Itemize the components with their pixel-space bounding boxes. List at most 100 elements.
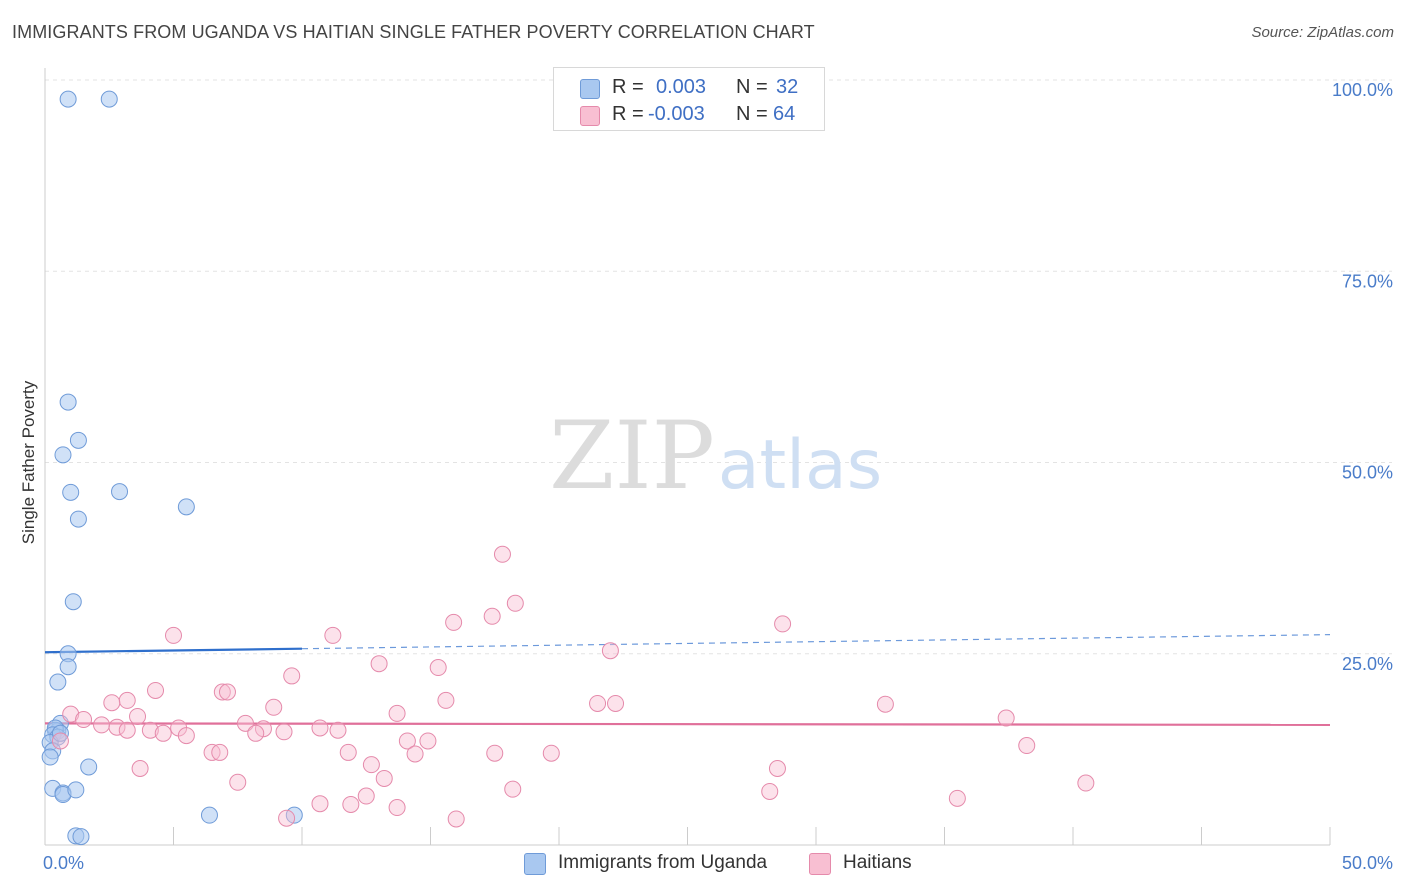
haitians-point: [265, 698, 283, 716]
stats-legend: R = 0.003 N = 32 R = -0.003 N = 64: [553, 67, 825, 131]
uganda-point: [59, 90, 77, 108]
haitians-point: [118, 721, 136, 739]
haitians-point: [506, 594, 524, 612]
uganda-point: [67, 781, 85, 799]
haitians-point: [429, 659, 447, 677]
grid-layer: [45, 79, 1392, 655]
haitians-point: [141, 721, 159, 739]
haitians-swatch: [580, 106, 600, 126]
y-tick-label: 25.0%: [1342, 654, 1393, 674]
uganda-point: [200, 806, 218, 824]
y-tick-label: 75.0%: [1342, 271, 1393, 291]
haitians-point: [504, 780, 522, 798]
legend-row-uganda: R = 0.003 N = 32: [554, 74, 824, 100]
haitians-point: [761, 782, 779, 800]
haitians-point: [283, 667, 301, 685]
haitians-point: [62, 705, 80, 723]
r-label: R =: [612, 103, 644, 125]
haitians-point: [213, 683, 231, 701]
haitians-point: [601, 642, 619, 660]
haitians-point: [398, 732, 416, 750]
y-tick-label: 100.0%: [1332, 80, 1393, 100]
haitians-point: [388, 799, 406, 817]
uganda-trend-dashed: [301, 634, 1331, 650]
haitians-point: [486, 744, 504, 762]
haitians-point: [774, 615, 792, 633]
uganda-point: [59, 393, 77, 411]
haitians-point: [103, 694, 121, 712]
points-layer: [41, 90, 1095, 846]
uganda-point: [54, 446, 72, 464]
uganda-point: [62, 483, 80, 501]
x-tick-label-min: 0.0%: [43, 853, 84, 873]
haitians-point: [357, 787, 375, 805]
haitians-point: [93, 716, 111, 734]
haitians-point: [177, 727, 195, 745]
haitians-n-value: 64: [773, 103, 796, 125]
haitians-point: [131, 760, 149, 777]
haitians-point: [437, 691, 455, 709]
haitians-point: [375, 769, 393, 787]
uganda-trend-solid: [44, 647, 303, 654]
y-tick-label: 50.0%: [1342, 463, 1393, 483]
trend-layer: [44, 634, 1331, 726]
haitians-point: [388, 704, 406, 722]
haitians-point: [1018, 737, 1036, 755]
haitians-point: [589, 694, 607, 712]
axes-layer: [44, 68, 1331, 846]
haitians-point: [447, 810, 465, 828]
n-label: N =: [736, 76, 768, 98]
x-tick-label-max: 50.0%: [1342, 853, 1393, 873]
haitians-point: [247, 724, 265, 742]
haitians-point: [75, 711, 93, 729]
haitians-point: [483, 607, 501, 625]
haitians-trend-solid: [44, 722, 1331, 726]
haitians-point: [406, 745, 424, 763]
uganda-legend-swatch: [524, 853, 546, 875]
haitians-point: [147, 681, 165, 699]
uganda-r-value: 0.003: [656, 76, 707, 98]
haitians-point: [311, 795, 329, 813]
y-axis-title: Single Father Poverty: [19, 380, 38, 544]
haitians-point: [154, 724, 172, 742]
haitians-point: [607, 694, 625, 712]
uganda-point: [49, 673, 67, 691]
haitians-point: [342, 795, 360, 813]
uganda-point: [72, 828, 90, 846]
haitians-r-value: -0.003: [648, 103, 705, 125]
haitians-point: [370, 655, 388, 673]
watermark-zip: ZIP: [549, 402, 715, 511]
haitians-point: [445, 613, 463, 631]
haitians-point: [311, 719, 329, 737]
haitians-point: [275, 723, 293, 741]
haitians-point: [165, 626, 182, 644]
haitians-point: [108, 718, 126, 736]
haitians-point: [339, 743, 357, 761]
n-label: N =: [736, 103, 768, 125]
haitians-point: [997, 709, 1015, 727]
uganda-point: [111, 483, 129, 501]
watermark-atlas: atlas: [718, 426, 882, 505]
haitians-point: [419, 732, 437, 750]
haitians-point: [329, 721, 347, 739]
haitians-point: [362, 756, 380, 774]
haitians-point: [118, 691, 136, 709]
uganda-point: [177, 498, 195, 516]
haitians-point: [1077, 774, 1095, 792]
haitians-point: [236, 714, 254, 732]
source-label: Source: ZipAtlas.com: [1251, 24, 1394, 41]
uganda-point: [100, 90, 118, 108]
haitians-point: [493, 545, 511, 563]
haitians-point: [278, 809, 296, 827]
legend-row-haitians: R = -0.003 N = 64: [554, 101, 824, 127]
haitians-point: [768, 760, 786, 777]
haitians-point: [948, 789, 966, 807]
uganda-point: [80, 758, 98, 776]
labels-layer: 25.0% 50.0% 75.0% 100.0% 0.0% 50.0% Single Fat…: [19, 80, 1393, 873]
haitians-point: [876, 695, 894, 713]
haitians-legend-label: Haitians: [843, 852, 912, 873]
chart-title: IMMIGRANTS FROM UGANDA VS HAITIAN SINGLE…: [12, 22, 815, 42]
watermark: ZIP atlas: [549, 402, 882, 511]
uganda-swatch: [580, 79, 600, 99]
